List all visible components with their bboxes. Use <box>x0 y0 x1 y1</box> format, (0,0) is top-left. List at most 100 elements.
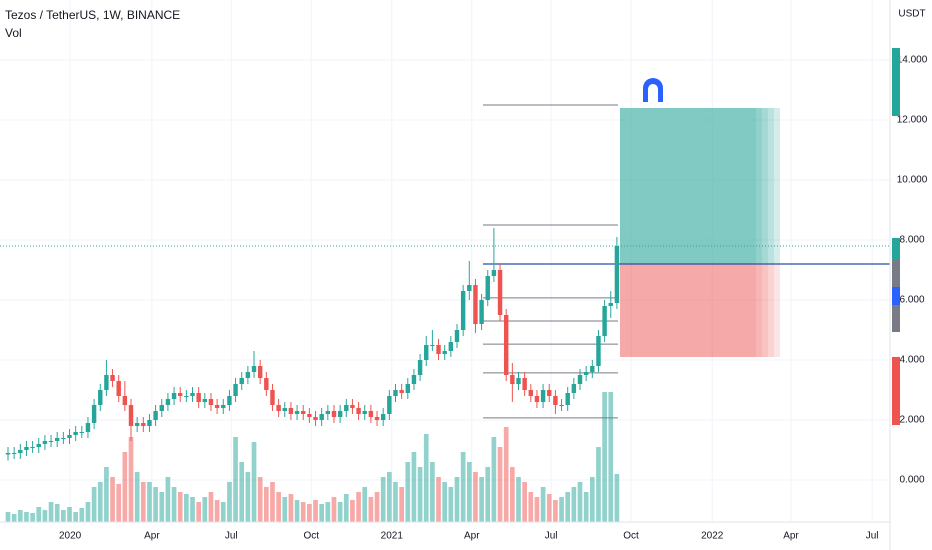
volume-bar <box>546 494 552 522</box>
position-target-zone <box>620 108 756 264</box>
y-tick-label: 0.000 <box>899 475 924 486</box>
volume-bar <box>214 500 220 522</box>
position-stop-zone <box>620 264 756 357</box>
volume-bar <box>473 472 478 522</box>
volume-bar <box>17 510 23 522</box>
magnet-icon[interactable] <box>643 78 663 102</box>
volume-bar <box>147 482 152 522</box>
candle-body <box>282 408 287 411</box>
candle-body <box>325 411 331 414</box>
volume-bar <box>479 477 484 522</box>
candle-body <box>374 417 380 420</box>
volume-bar <box>368 497 374 522</box>
volume-bar <box>233 437 238 522</box>
volume-bar <box>374 492 380 522</box>
stop-tag <box>892 357 900 425</box>
volume-bar <box>313 500 318 522</box>
candle-body <box>436 345 441 354</box>
candle-body <box>153 411 158 420</box>
candle-body <box>178 393 183 396</box>
blue-tag <box>892 287 900 305</box>
candle-body <box>430 345 435 346</box>
candle-body <box>104 375 109 390</box>
volume-bar <box>251 442 257 522</box>
candle-body <box>98 390 103 405</box>
volume-bar <box>54 504 60 522</box>
candle-body <box>239 378 244 384</box>
position-stop-zone <box>620 264 774 357</box>
volume-bar <box>602 392 607 522</box>
volume-bar <box>497 447 503 522</box>
volume-bar <box>91 487 97 522</box>
candle-body <box>61 438 66 439</box>
volume-bar <box>417 467 423 522</box>
candle-body <box>479 300 484 324</box>
volume-bar <box>110 477 115 522</box>
candle-body <box>448 342 454 351</box>
candle-body <box>528 390 534 396</box>
axis-layer: 0.000 2.000 4.000 6.000 8.000 10.000 12.000 14.… <box>59 48 928 542</box>
volume-bar <box>436 477 441 522</box>
volume-bar <box>491 437 497 522</box>
candle-body <box>85 423 91 432</box>
volume-bar <box>171 487 177 522</box>
volume-bar <box>159 492 165 522</box>
volume-bar <box>85 502 91 522</box>
candle-body <box>319 414 324 420</box>
candle-body <box>485 276 490 300</box>
candle-body <box>454 330 460 342</box>
candle-body <box>583 372 589 375</box>
candle-body <box>503 315 509 375</box>
volume-bar <box>177 492 183 522</box>
volume-bar <box>67 507 72 522</box>
volume-bar <box>104 467 109 522</box>
candle-body <box>171 393 177 399</box>
volume-bar <box>350 500 355 522</box>
grid <box>0 0 890 522</box>
candle-body <box>313 417 318 420</box>
candle-body <box>91 405 97 423</box>
candle-body <box>614 246 620 303</box>
volume-bar <box>356 492 361 522</box>
volume-bar <box>405 462 411 522</box>
volume-bar <box>245 472 251 522</box>
position-target-zone <box>620 108 774 264</box>
volume-bar <box>337 502 343 522</box>
candle-body <box>497 270 503 315</box>
volume-bar <box>263 487 269 522</box>
candle-body <box>202 399 208 402</box>
volume-bar <box>153 487 158 522</box>
candle-body <box>5 453 11 455</box>
candle-body <box>264 378 269 390</box>
candle-body <box>190 393 195 396</box>
volume-bar <box>140 482 146 522</box>
volume-bar <box>430 462 435 522</box>
volume-bar <box>331 497 337 522</box>
candle-body <box>405 384 411 393</box>
volume-bar <box>165 477 171 522</box>
x-tick-label: 2021 <box>381 531 404 542</box>
volume-bar <box>485 467 491 522</box>
candle-body <box>288 408 294 414</box>
volume-bar <box>202 497 208 522</box>
x-tick-label: Jul <box>545 531 558 542</box>
candle-body <box>128 405 134 426</box>
candle-body <box>547 390 552 396</box>
candle-body <box>337 411 343 417</box>
candle-body <box>147 420 152 426</box>
volume-bar <box>79 508 85 522</box>
position-target-zone <box>620 108 780 264</box>
candle-body <box>473 285 478 324</box>
candle-body <box>251 366 257 372</box>
volume-bar <box>97 482 103 522</box>
volume-bar <box>48 502 54 522</box>
x-tick-label: Apr <box>783 531 799 542</box>
position-target-zone <box>620 108 768 264</box>
volume-bar <box>522 482 527 522</box>
volume-bar <box>589 477 595 522</box>
volume-bar <box>122 452 128 522</box>
volume-bar <box>184 494 189 522</box>
volume-bar <box>343 494 349 522</box>
candle-body <box>270 390 275 405</box>
